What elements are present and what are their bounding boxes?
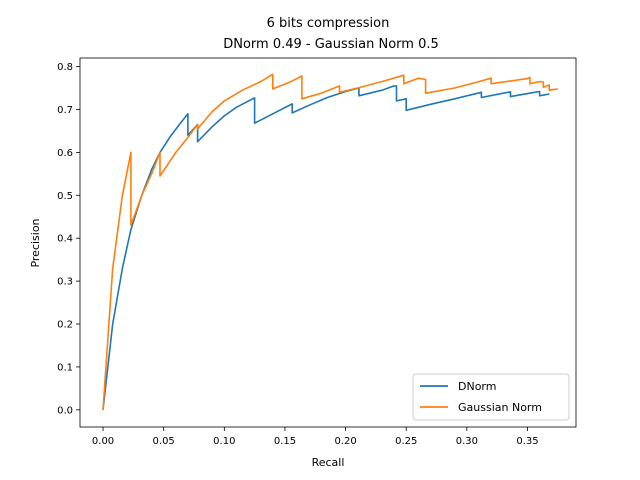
y-tick-label: 0.1 — [57, 362, 73, 373]
chart-subtitle: DNorm 0.49 - Gaussian Norm 0.5 — [223, 37, 439, 52]
y-tick-label: 0.7 — [57, 105, 73, 116]
plot-area — [80, 58, 576, 427]
x-tick-label: 0.05 — [153, 436, 175, 447]
y-tick-label: 0.6 — [57, 148, 73, 159]
y-axis-label: Precision — [29, 218, 42, 267]
x-tick-label: 0.15 — [274, 436, 296, 447]
frame-layer — [79, 57, 577, 428]
y-tick-label: 0.0 — [57, 405, 73, 416]
x-tick-label: 0.35 — [516, 436, 538, 447]
series-line-gaussian-norm — [102, 73, 558, 410]
legend-box — [412, 373, 570, 421]
y-tick-label: 0.4 — [57, 234, 73, 245]
legend-label-dnorm: DNorm — [458, 380, 496, 393]
legend: DNorm Gaussian Norm — [412, 373, 570, 421]
x-tick-label: 0.10 — [213, 436, 235, 447]
y-tick-label: 0.8 — [57, 62, 73, 73]
y-tick-label: 0.2 — [57, 320, 73, 331]
series-line-dnorm — [102, 85, 550, 410]
x-axis-label: Recall — [312, 456, 345, 469]
x-axis: 0.00 0.05 0.10 0.15 0.20 0.25 0.30 0.35 — [92, 427, 539, 447]
x-tick-label: 0.25 — [395, 436, 417, 447]
y-axis: 0.0 0.1 0.2 0.3 0.4 0.5 0.6 0.7 0.8 — [57, 62, 80, 416]
series-layer — [102, 73, 558, 410]
y-tick-label: 0.3 — [57, 277, 73, 288]
plot-frame — [80, 58, 576, 427]
x-tick-label: 0.30 — [456, 436, 478, 447]
x-tick-label: 0.20 — [334, 436, 356, 447]
legend-label-gaussian-norm: Gaussian Norm — [458, 401, 542, 414]
y-tick-label: 0.5 — [57, 191, 73, 202]
axes-border — [79, 57, 577, 428]
chart-title: 6 bits compression — [267, 16, 390, 31]
x-tick-label: 0.00 — [92, 436, 114, 447]
